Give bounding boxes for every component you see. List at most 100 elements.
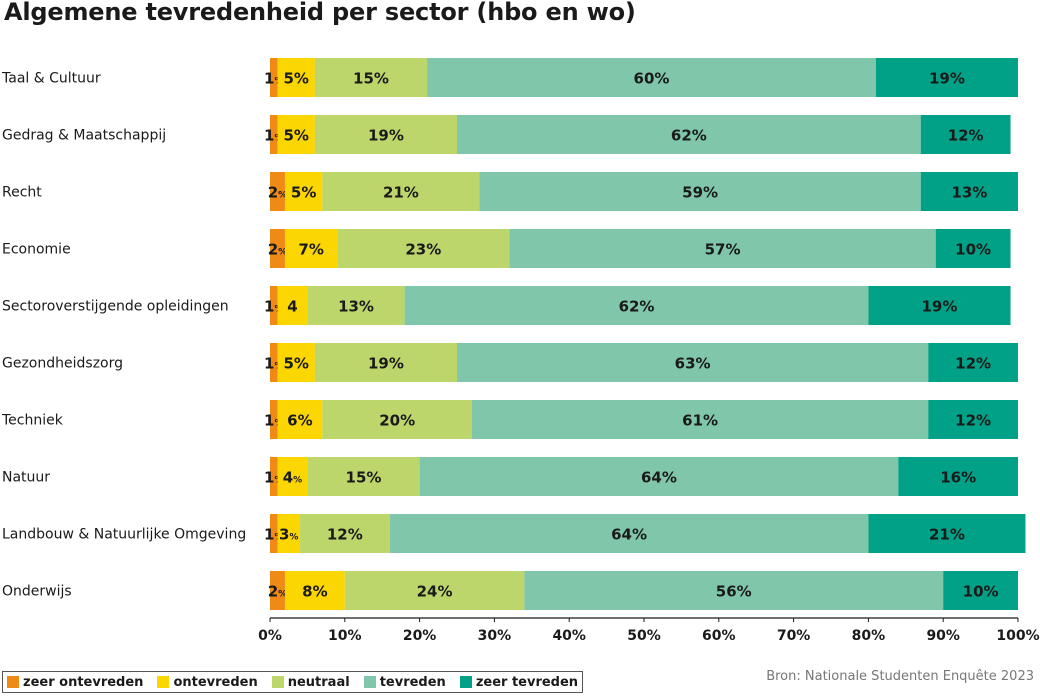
bar-segment [314, 115, 457, 154]
data-label: 6% [287, 412, 312, 430]
bar-segment [277, 58, 315, 97]
bar-segment [898, 457, 1018, 496]
x-tick-label: 20% [403, 628, 437, 644]
data-label: 15% [353, 70, 389, 88]
data-label: 12% [955, 412, 991, 430]
x-tick-label: 50% [627, 628, 661, 644]
data-label: 13% [951, 184, 987, 202]
bar-segment [920, 115, 1011, 154]
category-label: Onderwijs [2, 584, 72, 600]
data-label: 19% [929, 70, 965, 88]
source-note: Bron: Nationale Studenten Enquête 2023 [766, 669, 1034, 684]
bar-segment [270, 115, 278, 154]
data-label: 19% [368, 355, 404, 373]
legend-swatch [363, 676, 376, 688]
bar-segment [270, 286, 278, 325]
bar-segment [457, 115, 921, 154]
bar-segment [284, 229, 338, 268]
category-label: Economie [2, 242, 71, 258]
data-label: 19% [368, 127, 404, 145]
bar-segment [471, 400, 929, 439]
bar-segment [277, 457, 308, 496]
bar-segment [479, 172, 921, 211]
legend-item: tevreden [363, 674, 446, 690]
bar-segment [277, 286, 308, 325]
bar-segment [457, 343, 929, 382]
bar-segment [337, 229, 510, 268]
legend-item: zeer ontevreden [7, 675, 143, 690]
data-label: 8% [302, 583, 327, 601]
data-label: 16% [940, 469, 976, 487]
data-label: 64% [611, 526, 647, 544]
data-label: 15% [346, 469, 382, 487]
bar-segment [314, 343, 457, 382]
x-tick-label: 70% [777, 628, 811, 644]
x-tick-label: 80% [852, 628, 886, 644]
data-label: 2% [268, 241, 287, 259]
category-label: Gezondheidszorg [2, 356, 123, 372]
data-label: 62% [619, 298, 655, 316]
bar-segment [277, 343, 315, 382]
legend-label: zeer ontevreden [23, 674, 144, 690]
x-tick-label: 10% [328, 628, 362, 644]
x-tick-label: 90% [926, 628, 960, 644]
legend-label: zeer tevreden [475, 674, 579, 690]
bar-segment [322, 400, 472, 439]
data-label: 12% [955, 355, 991, 373]
legend-label: tevreden [379, 674, 446, 690]
legend-item: ontevreden [157, 674, 258, 690]
bar-segment [524, 571, 944, 610]
data-label: 59% [682, 184, 718, 202]
bar-segment [427, 58, 876, 97]
bar-segment [404, 286, 869, 325]
legend-swatch [459, 676, 472, 688]
bar-segment [314, 58, 428, 97]
bar-segment [270, 400, 278, 439]
bar-segment [270, 58, 278, 97]
chart-legend: zeer ontevreden ontevreden neutraal tevrede… [2, 671, 584, 693]
bar-segment [277, 115, 315, 154]
data-label: 62% [671, 127, 707, 145]
bar-segment [322, 172, 480, 211]
bar-segment [307, 457, 420, 496]
data-label: 10% [955, 241, 991, 259]
legend-swatch [7, 676, 19, 688]
bar-segment [920, 172, 1018, 211]
bar-segment [935, 229, 1011, 268]
data-label: 24% [417, 583, 453, 601]
data-label: 56% [716, 583, 752, 601]
category-label: Sectoroverstijgende opleidingen [2, 299, 229, 315]
bar-segment [928, 343, 1018, 382]
bar-segment [307, 286, 405, 325]
bar-segment [284, 571, 345, 610]
data-label: 57% [705, 241, 741, 259]
bar-segment [270, 571, 285, 610]
x-tick-label: 0% [258, 628, 282, 644]
data-label: 21% [383, 184, 419, 202]
data-label: 2% [268, 583, 287, 601]
data-label: 4 [287, 298, 297, 316]
data-label: 5% [283, 70, 308, 88]
data-label: 13% [338, 298, 374, 316]
x-tick-label: 40% [552, 628, 586, 644]
bar-segment [270, 457, 278, 496]
bar-segment [868, 286, 1011, 325]
data-label: 7% [298, 241, 323, 259]
data-label: 5% [283, 355, 308, 373]
data-label: 2% [268, 184, 287, 202]
legend-item: neutraal [271, 675, 350, 690]
data-label: 19% [922, 298, 958, 316]
legend-label: ontevreden [173, 674, 258, 690]
data-label: 20% [379, 412, 415, 430]
chart-title: Algemene tevredenheid per sector (hbo en… [4, 0, 636, 26]
bar-segment [943, 571, 1018, 610]
legend-swatch [271, 676, 284, 688]
data-label: 21% [929, 526, 965, 544]
bar-segment [277, 514, 300, 553]
data-label: 5% [283, 127, 308, 145]
category-label: Taal & Cultuur [1, 71, 101, 87]
category-label: Landbouw & Natuurlijke Omgeving [2, 527, 246, 543]
bar-segment [270, 343, 278, 382]
legend-swatch [157, 676, 170, 688]
